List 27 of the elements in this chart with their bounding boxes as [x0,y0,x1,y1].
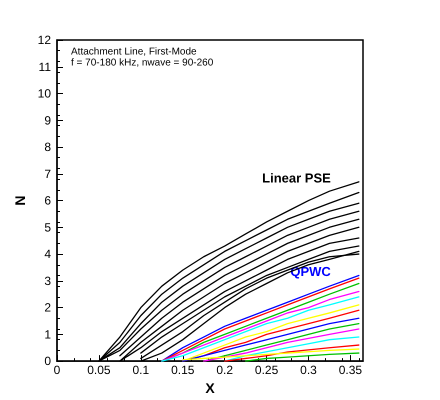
y-tick-label: 5 [44,220,52,234]
x-tick-label: 0.3 [300,363,318,378]
y-tick-label: 4 [44,247,52,262]
y-tick-label: 1 [44,327,52,342]
y-tick-label: 10 [38,86,52,101]
series-label: Linear PSE [262,170,332,186]
x-tick-label: 0.05 [87,363,111,378]
y-tick-label: 3 [44,274,52,288]
y-tick-label: 0 [44,354,52,368]
x-tick-label: 0.15 [171,363,195,378]
y-tick-label: 9 [44,113,52,128]
x-tick-label: 0.25 [254,363,279,378]
y-tick-label: 2 [44,300,52,315]
text: Attachment Line, First-Mode [71,46,198,58]
x-tick-label: 0.2 [216,363,234,378]
y-axis-title: N [12,195,28,206]
x-axis-title: X [205,380,216,396]
y-tick-label: 6 [44,194,52,208]
y-tick-label: 11 [38,60,52,74]
y-tick-label: 7 [44,166,52,181]
series-label: QPWC [290,264,332,279]
text: f = 70-180 kHz, nwave = 90-260 [71,58,214,68]
y-tick-label: 12 [38,33,52,47]
y-tick-label: 8 [44,140,52,154]
x-tick-label: 0.35 [338,363,362,378]
x-tick-label: 0 [54,363,61,378]
x-tick-label: 0.1 [132,363,150,378]
